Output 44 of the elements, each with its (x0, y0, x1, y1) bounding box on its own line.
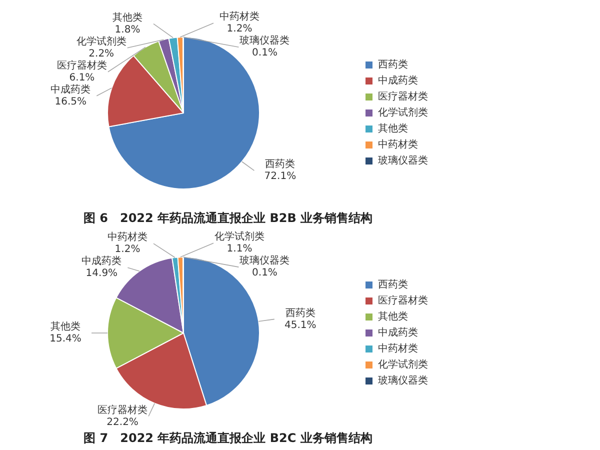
slice-label: 中药材类 (108, 231, 148, 244)
legend-label: 中药材类 (378, 138, 418, 151)
data-label: 15.4% (50, 334, 82, 345)
data-label: 1.2% (114, 244, 140, 256)
legend-label: 医疗器材类 (378, 294, 428, 307)
legend-label: 西药类 (378, 278, 408, 291)
data-label: 72.1% (264, 171, 296, 182)
slice-label: 化学试剂类 (214, 230, 264, 243)
data-label: 16.5% (54, 96, 87, 108)
legend-label: 西药类 (378, 58, 408, 71)
legend-label: 化学试剂类 (378, 106, 428, 119)
slice-label: 中药材类 (220, 10, 260, 23)
text: 图 7 2022 年药品流通直报企业 B2C 业务销售结构 (82, 430, 374, 447)
slice-label: 西药类 (265, 158, 296, 170)
legend-label: 中药材类 (378, 342, 418, 355)
slice-label: 中成药类 (50, 83, 91, 96)
legend-label: 中成药类 (378, 326, 418, 339)
slice-label: 中成药类 (82, 255, 122, 268)
data-label: 0.1% (252, 268, 278, 279)
text: 图 6 2022 年药品流通直报企业 B2B 业务销售结构 (82, 210, 374, 227)
slice-label: 其他类 (112, 11, 142, 24)
legend-label: 其他类 (378, 122, 408, 135)
data-label: 45.1% (284, 320, 316, 331)
slice-label: 西药类 (285, 306, 316, 319)
data-label: 1.8% (114, 24, 140, 36)
legend-label: 化学试剂类 (378, 358, 428, 371)
data-label: 1.1% (226, 244, 252, 255)
data-label: 14.9% (86, 268, 118, 280)
slice-label: 医疗器材类 (98, 404, 148, 416)
data-label: 1.2% (226, 24, 252, 35)
data-label: 6.1% (69, 72, 95, 84)
data-label: 2.2% (88, 48, 114, 60)
slice-label: 玻璃仪器类 (240, 34, 290, 47)
legend-label: 其他类 (378, 310, 408, 323)
legend-label: 中成药类 (378, 74, 418, 87)
slice-label: 化学试剂类 (76, 35, 126, 48)
legend-label: 玻璃仪器类 (378, 374, 428, 387)
slice-label: 医疗器材类 (56, 59, 107, 72)
legend-label: 玻璃仪器类 (378, 154, 428, 167)
slice-label: 玻璃仪器类 (240, 254, 290, 267)
data-label: 0.1% (252, 48, 278, 59)
data-label: 22.2% (106, 416, 138, 428)
slice-label: 其他类 (50, 320, 80, 333)
legend-label: 医疗器材类 (378, 90, 428, 103)
